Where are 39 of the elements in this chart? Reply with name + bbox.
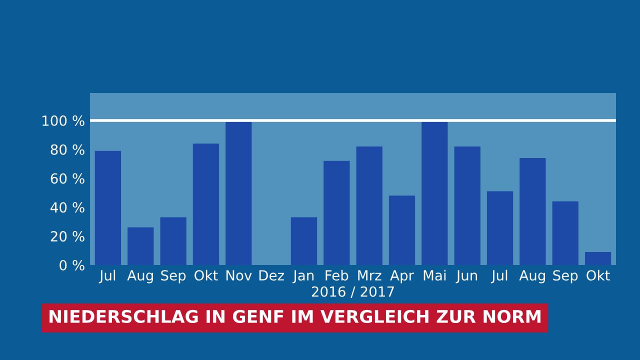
x-tick-label: Aug (519, 270, 545, 284)
x-tick-label: Jul (490, 270, 508, 284)
x-tick-label: Okt (586, 270, 610, 281)
text: NIEDERSCHLAG IN GENF IM VERGLEICH ZUR NORM (50, 310, 540, 324)
x-axis-title: 2016 / 2017 (312, 286, 394, 298)
bar (486, 191, 514, 265)
y-tick-label: 60 % (50, 173, 84, 184)
bar (226, 122, 252, 265)
x-tick-label: Mrz (358, 270, 382, 280)
bar (94, 150, 122, 265)
x-tick-label: Jul (98, 270, 116, 284)
x-tick-label: Nov (226, 270, 252, 281)
bar (160, 217, 186, 265)
y-tick-label: 20 % (50, 231, 84, 242)
x-tick-label: Jan (292, 270, 314, 284)
x-tick-label: Aug (127, 270, 153, 284)
x-tick-label: Mai (424, 270, 446, 281)
y-tick-label: 100 % (42, 115, 84, 126)
bar (422, 122, 448, 265)
bar (552, 201, 578, 265)
x-tick-label: Dez (259, 270, 284, 281)
bar (388, 196, 416, 265)
x-tick-label: Apr (390, 270, 414, 284)
bar (324, 160, 350, 265)
x-tick-label: Sep (161, 270, 186, 284)
x-tick-label: Okt (194, 270, 218, 281)
y-tick-label: 80 % (50, 144, 84, 155)
bar (356, 146, 382, 265)
bar (192, 144, 220, 265)
y-tick-label: 40 % (50, 202, 84, 213)
x-tick-label: Sep (553, 270, 578, 284)
bar (290, 217, 318, 265)
bar (584, 252, 612, 265)
bar (128, 227, 154, 265)
x-tick-label: Feb (326, 270, 348, 281)
y-tick-label: 0 % (60, 260, 84, 270)
x-tick-label: Jun (456, 270, 478, 284)
bar (454, 146, 480, 265)
bar (520, 158, 546, 265)
